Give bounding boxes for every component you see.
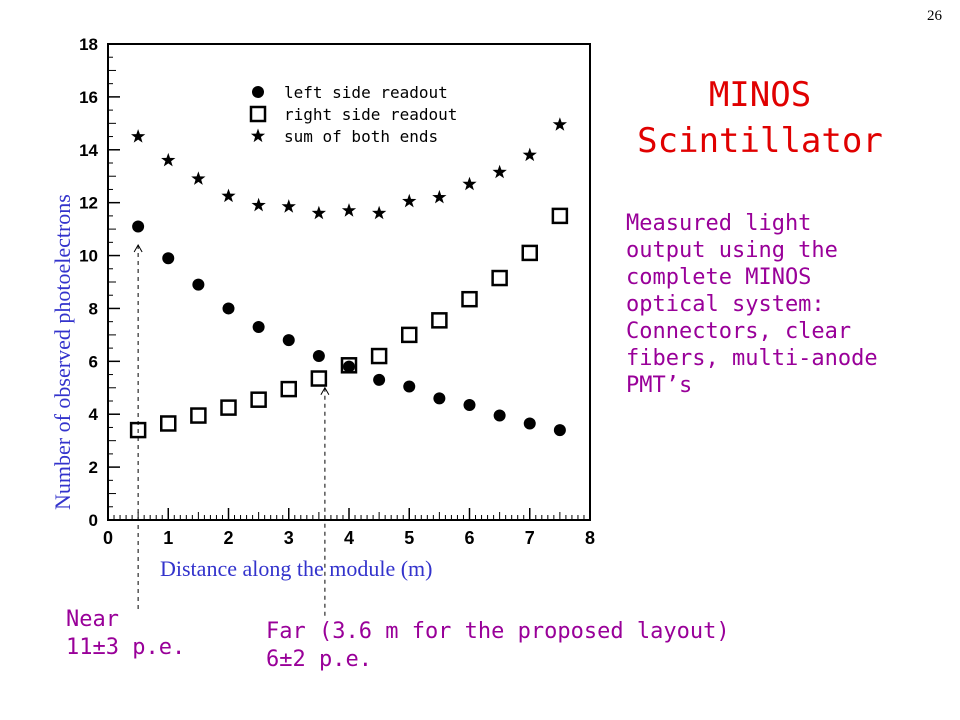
near-callout-line: 11±3 p.e.: [66, 635, 186, 660]
data-points: [129, 117, 569, 439]
left-readout-point: [252, 86, 264, 98]
right-readout-point: [280, 380, 297, 398]
y-tick-label: 2: [89, 458, 98, 477]
left-readout-point: [373, 373, 386, 386]
far-callout-line: 6±2 p.e.: [266, 647, 372, 672]
legend: left side readout right side readout sum o…: [249, 83, 457, 146]
slide-title-line: Scintillator: [637, 121, 883, 161]
x-tick-label: 1: [163, 528, 173, 548]
x-tick-label: 4: [344, 528, 354, 548]
x-tick-label: 0: [103, 528, 113, 548]
y-tick-label: 10: [79, 247, 98, 266]
sum-point: [250, 128, 266, 143]
right-readout-point: [250, 391, 267, 408]
marker-arrow-far: [320, 386, 330, 396]
description-line: PMT’s: [626, 373, 693, 398]
left-readout-point: [252, 320, 265, 333]
right-readout-point: [521, 244, 538, 262]
far-callout-line: Far (3.6 m for the proposed layout): [266, 619, 730, 644]
x-tick-label: 8: [585, 528, 595, 548]
right-readout-point: [190, 407, 207, 424]
far-callout: Far (3.6 m for the proposed layout) 6±2 …: [266, 618, 730, 674]
sum-point: [131, 129, 146, 143]
right-readout-point: [160, 415, 177, 432]
legend-entry-label: sum of both ends: [284, 127, 438, 146]
y-tick-label: 16: [79, 88, 98, 107]
page-number: 26: [927, 8, 942, 24]
left-readout-point: [162, 252, 175, 265]
sum-point: [492, 164, 507, 179]
right-readout-point: [461, 290, 478, 308]
right-readout-point: [310, 370, 328, 387]
right-readout-point: [491, 269, 508, 287]
sum-point: [161, 152, 176, 167]
x-axis-title: Distance along the module (m): [160, 556, 433, 581]
distance-markers: [133, 243, 330, 618]
legend-entry-label: left side readout: [284, 83, 448, 102]
left-readout-point: [463, 398, 476, 411]
sum-point: [522, 147, 537, 162]
right-readout-point: [431, 312, 448, 329]
right-readout-point: [129, 421, 147, 439]
slide-title: MINOS Scintillator: [630, 72, 890, 164]
y-tick-label: 18: [79, 35, 98, 54]
description-line: optical system:: [626, 292, 825, 317]
right-readout-point: [220, 399, 237, 416]
sum-point: [281, 199, 296, 213]
y-tick-label: 8: [89, 299, 98, 318]
sum-point: [341, 203, 357, 217]
left-readout-point: [403, 380, 416, 393]
description-line: complete MINOS: [626, 265, 812, 290]
x-tick-label: 6: [464, 528, 474, 548]
left-readout-point: [553, 424, 566, 437]
near-callout: Near 11±3 p.e.: [66, 606, 185, 662]
sum-point: [251, 197, 266, 212]
sum-point: [191, 171, 206, 185]
description-line: Connectors, clear: [626, 319, 852, 344]
description-line: output using the: [626, 238, 838, 263]
y-axis-title: Number of observed photoelectrons: [50, 194, 75, 510]
x-tick-label: 5: [404, 528, 414, 548]
sum-point: [402, 193, 417, 208]
description-line: Measured light: [626, 211, 812, 236]
y-tick-label: 4: [89, 405, 99, 424]
y-tick-label: 14: [79, 141, 98, 160]
sum-point: [311, 205, 326, 220]
sum-point: [552, 117, 567, 131]
right-readout-point: [551, 207, 569, 225]
left-readout-point: [493, 409, 506, 422]
sum-point: [221, 188, 236, 203]
left-readout-point: [222, 302, 235, 315]
left-readout-point: [132, 220, 145, 233]
right-readout-point: [249, 105, 267, 123]
marker-arrow-near: [133, 243, 143, 253]
legend-entry-label: right side readout: [284, 105, 457, 124]
x-tick-label: 2: [223, 528, 233, 548]
right-readout-point: [340, 357, 358, 374]
sum-point: [372, 205, 387, 220]
left-readout-point: [192, 278, 205, 291]
x-tick-label: 3: [284, 528, 294, 548]
sum-point: [462, 176, 477, 191]
sum-point: [432, 189, 447, 204]
x-tick-label: 7: [525, 528, 535, 548]
left-readout-point: [343, 360, 355, 373]
left-readout-point: [312, 350, 325, 363]
y-tick-label: 12: [79, 194, 98, 213]
description-text: Measured light output using the complete…: [626, 210, 926, 399]
left-readout-point: [282, 334, 295, 347]
y-tick-label: 6: [89, 352, 98, 371]
right-readout-point: [370, 347, 388, 365]
slide-title-line: MINOS: [708, 75, 812, 115]
description-line: fibers, multi-anode: [626, 346, 878, 371]
near-callout-line: Near: [66, 607, 119, 632]
right-readout-point: [401, 326, 418, 344]
left-readout-point: [523, 417, 536, 430]
left-readout-point: [433, 392, 446, 405]
y-tick-label: 0: [89, 511, 98, 530]
